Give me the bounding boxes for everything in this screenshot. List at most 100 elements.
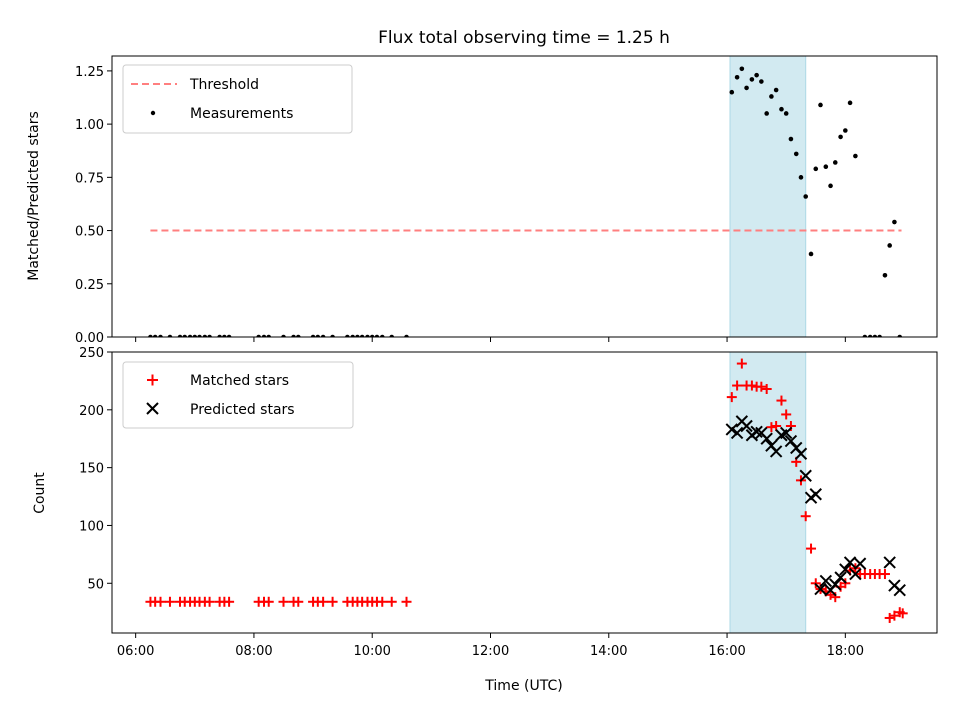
xtick-label: 16:00 xyxy=(708,644,745,659)
measurement-point xyxy=(773,87,779,93)
matched-star-point xyxy=(781,409,792,420)
legend-measurements-label: Measurements xyxy=(190,106,293,122)
legend-predicted-swatch xyxy=(146,402,159,415)
measurement-point xyxy=(798,175,804,180)
x-axis-label: Time (UTC) xyxy=(484,678,562,694)
measurement-point xyxy=(769,94,774,99)
predicted-star-point xyxy=(814,582,827,596)
measurement-point xyxy=(192,334,198,337)
matched-star-point xyxy=(204,596,215,607)
measurement-point xyxy=(197,334,202,337)
measurement-point xyxy=(266,334,272,337)
predicted-star-point xyxy=(829,578,842,591)
measurement-point xyxy=(256,334,261,337)
predicted-star-point xyxy=(769,445,783,458)
matched-star-point xyxy=(884,612,895,623)
measurement-point xyxy=(291,334,296,337)
predicted-star-point xyxy=(849,567,862,581)
measurement-point xyxy=(739,66,745,72)
matched-star-point xyxy=(164,596,175,607)
measurement-point xyxy=(897,334,903,337)
matched-star-point xyxy=(155,596,166,607)
matched-star-point xyxy=(879,569,890,580)
legend-matched-swatch xyxy=(147,374,158,386)
measurement-point xyxy=(202,334,208,337)
matched-star-point xyxy=(224,596,235,607)
measurement-point xyxy=(828,183,833,189)
measurement-point xyxy=(872,334,878,337)
measurement-point xyxy=(754,72,759,78)
measurement-point xyxy=(877,334,882,337)
measurement-point xyxy=(788,136,794,142)
xtick-label: 12:00 xyxy=(472,644,509,659)
chart-title: Flux total observing time = 1.25 h xyxy=(378,28,670,48)
matched-star-point xyxy=(736,358,747,369)
measurement-point xyxy=(148,334,153,337)
top-ytick-label: 0.25 xyxy=(75,278,104,293)
bottom-panel: 50 100 150 200 250 06:00 08:00 10:00 12:00 14:00… xyxy=(32,346,938,694)
matched-star-point xyxy=(889,610,900,621)
measurement-point xyxy=(330,334,335,337)
measurement-point xyxy=(404,334,409,337)
matched-star-point xyxy=(771,421,782,432)
xtick-label: 14:00 xyxy=(590,644,627,659)
measurement-point xyxy=(182,334,188,337)
bottom-legend-box xyxy=(122,361,354,429)
top-legend: Threshold Measurements xyxy=(122,64,353,134)
matched-star-point xyxy=(377,596,388,607)
legend-threshold-label: Threshold xyxy=(189,77,259,93)
measurement-point xyxy=(152,334,158,337)
measurement-point xyxy=(779,106,784,112)
measurement-point xyxy=(853,153,858,159)
measurement-point xyxy=(167,334,173,337)
xtick-label: 18:00 xyxy=(827,644,864,659)
predicted-star-point xyxy=(784,434,798,448)
predicted-star-point xyxy=(799,469,812,482)
measurement-point xyxy=(350,334,355,337)
measurement-point xyxy=(187,334,193,337)
bottom-highlight-span xyxy=(729,351,807,634)
predicted-star-point xyxy=(834,571,847,584)
top-highlight-span xyxy=(729,55,807,338)
predicted-star-point xyxy=(779,426,793,440)
top-ytick-label: 0.75 xyxy=(75,171,104,186)
matched-star-point xyxy=(761,384,772,395)
matched-star-point xyxy=(756,381,767,392)
measurement-point xyxy=(315,334,321,337)
measurement-point xyxy=(862,334,868,337)
measurement-point xyxy=(177,334,183,337)
measurement-point xyxy=(226,334,232,337)
bottom-ytick-label: 200 xyxy=(79,404,104,419)
bottom-axes-frame xyxy=(111,351,938,634)
top-axes-frame xyxy=(111,55,938,338)
measurement-point xyxy=(222,334,227,337)
predicted-star-point xyxy=(843,556,857,569)
predicted-star-point xyxy=(750,425,763,438)
measurement-point xyxy=(207,334,212,337)
matched-star-point xyxy=(806,543,817,554)
measurement-point xyxy=(783,111,789,116)
predicted-star-point xyxy=(893,584,906,597)
measurement-point xyxy=(838,134,843,140)
xtick-label: 06:00 xyxy=(117,644,154,659)
bottom-ytick-label: 50 xyxy=(87,577,104,592)
top-ytick-label: 1.00 xyxy=(75,118,104,133)
predicted-star-point xyxy=(853,557,867,570)
matched-star-point xyxy=(293,596,304,607)
predicted-star-point xyxy=(819,574,833,588)
measurement-point xyxy=(379,334,385,337)
top-panel: 0.00 0.25 0.50 0.75 1.00 1.25 Matched/Predict… xyxy=(26,55,938,346)
measurement-point xyxy=(158,334,163,337)
matched-star-point xyxy=(776,395,787,406)
measurement-point xyxy=(295,334,301,337)
bottom-ytick-label: 250 xyxy=(79,346,104,361)
measurement-point xyxy=(818,102,823,108)
measurement-point xyxy=(813,166,819,172)
measurement-point xyxy=(882,272,888,278)
measurement-point xyxy=(793,151,799,157)
predicted-star-point xyxy=(809,488,822,501)
predicted-star-point xyxy=(760,432,773,445)
top-legend-box xyxy=(122,64,353,134)
measurement-point xyxy=(764,111,769,116)
